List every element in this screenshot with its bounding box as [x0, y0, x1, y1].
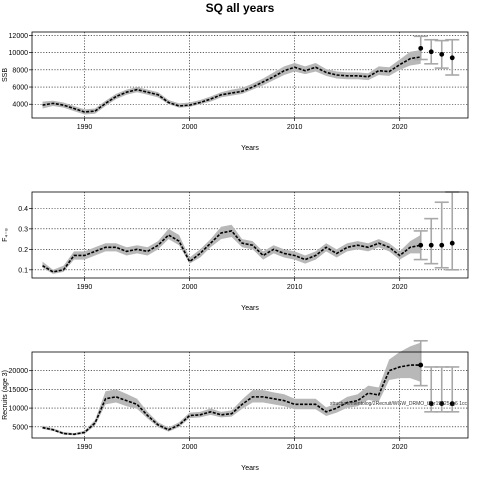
projection-point	[418, 362, 424, 368]
projection-point	[439, 242, 445, 248]
uncertainty-band	[42, 342, 421, 436]
tick-label-y: 12000	[9, 33, 29, 40]
y-axis-label: Recruits (age 3)	[2, 370, 9, 420]
projection-point	[418, 242, 424, 248]
x-axis-label: Years	[241, 145, 259, 152]
panel-annotation: structure/mentolog/2Recruit/WGW_DRMO_t2_…	[330, 401, 468, 407]
projection-point	[428, 49, 434, 55]
tick-label-y: 15000	[9, 387, 29, 394]
projection-point	[428, 401, 434, 406]
tick-label-x: 2010	[287, 284, 303, 291]
projection-point	[439, 401, 445, 406]
uncertainty-band	[42, 50, 421, 115]
projection-point	[428, 242, 434, 248]
projection-point	[418, 45, 424, 51]
median-line	[42, 364, 421, 436]
tick-label-x: 2010	[287, 444, 303, 451]
tick-label-y: 0.3	[18, 226, 28, 233]
tick-label-x: 2000	[182, 284, 198, 291]
tick-label-x: 2000	[182, 444, 198, 451]
tick-label-y: 0.2	[18, 247, 28, 254]
tick-label-y: 10000	[9, 406, 29, 413]
tick-label-x: 2020	[392, 284, 408, 291]
tick-label-y: 5000	[12, 424, 28, 431]
plots-group: 1990 2000 2010 2020 4000 6000 8000 10000 12000 Ye…	[2, 31, 469, 472]
panel-2: 1990 2000 2010 2020 0.1 0.2 0.3 0.4 Years F₄₋₈	[2, 191, 469, 312]
projection-point	[449, 240, 455, 246]
chart-title: SQ all years	[206, 1, 275, 15]
median-line	[42, 230, 421, 273]
plot-frame	[31, 31, 469, 119]
tick-label-y: 20000	[9, 368, 29, 375]
median-line	[42, 56, 421, 113]
y-axis-label: F₄₋₈	[2, 228, 9, 242]
x-axis-label: Years	[241, 465, 259, 472]
plot-frame	[31, 351, 469, 439]
x-axis-label: Years	[241, 305, 259, 312]
tick-label-y: 0.1	[18, 267, 28, 274]
tick-label-y: 8000	[12, 67, 28, 74]
tick-label-x: 1990	[77, 444, 93, 451]
tick-label-y: 0.4	[18, 206, 28, 213]
projection-point	[449, 401, 455, 406]
tick-label-y: 10000	[9, 50, 29, 57]
projection-point	[439, 51, 445, 57]
panel-3: 1990 2000 2010 2020 5000 10000 15000 20000 Years…	[2, 339, 469, 472]
y-axis-label: SSB	[2, 68, 9, 82]
tick-label-x: 1990	[77, 124, 93, 131]
tick-label-y: 6000	[12, 85, 28, 92]
tick-label-x: 2020	[392, 124, 408, 131]
panel-1: 1990 2000 2010 2020 4000 6000 8000 10000 12000 Ye…	[2, 31, 469, 152]
tick-label-x: 2010	[287, 124, 303, 131]
plot-frame	[31, 191, 469, 279]
tick-label-y: 4000	[12, 102, 28, 109]
tick-label-x: 2020	[392, 444, 408, 451]
projection-point	[449, 55, 455, 61]
tick-label-x: 1990	[77, 284, 93, 291]
tick-label-x: 2000	[182, 124, 198, 131]
